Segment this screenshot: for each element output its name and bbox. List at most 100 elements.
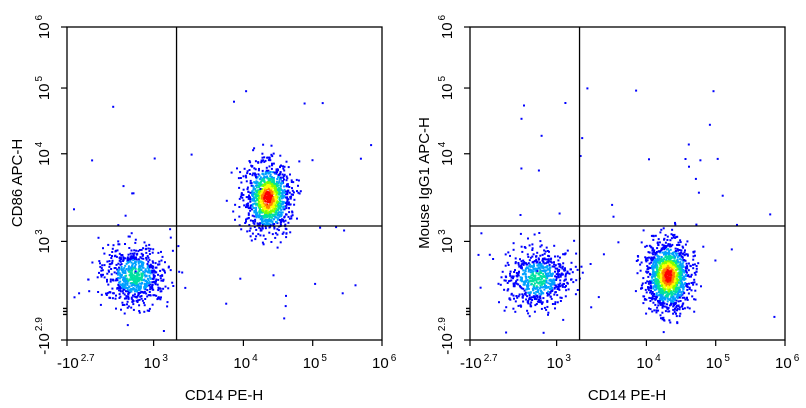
data-point [681, 285, 684, 288]
data-point [658, 268, 661, 271]
data-point [264, 190, 267, 192]
data-point [674, 256, 676, 259]
data-point [655, 288, 658, 291]
data-point [162, 330, 165, 332]
data-point [539, 289, 542, 292]
data-point [270, 175, 273, 178]
data-point [124, 264, 127, 267]
data-point [123, 277, 126, 280]
data-point [532, 288, 534, 291]
data-point [541, 253, 544, 256]
data-point [539, 299, 542, 302]
data-point [88, 290, 91, 293]
data-point [672, 290, 675, 293]
data-point [274, 199, 277, 202]
data-point [268, 231, 271, 234]
data-point [131, 192, 134, 195]
data-point [273, 171, 276, 174]
data-point [135, 258, 138, 261]
data-point [688, 288, 691, 290]
data-point [547, 261, 550, 264]
data-point [657, 243, 660, 246]
data-point [666, 307, 669, 310]
data-point [280, 215, 283, 218]
data-point [256, 191, 258, 194]
data-point [682, 302, 685, 305]
data-point [297, 179, 300, 182]
data-point [665, 281, 668, 284]
data-point [652, 238, 655, 241]
data-point [262, 215, 265, 218]
data-point [516, 273, 519, 276]
data-point [111, 251, 114, 253]
data-point [275, 168, 278, 171]
data-point [564, 295, 567, 298]
data-point [259, 176, 262, 179]
data-point [506, 261, 509, 264]
data-point [663, 302, 666, 305]
data-point [106, 272, 109, 275]
data-point [528, 259, 531, 262]
data-point [259, 227, 262, 230]
data-point [538, 299, 541, 302]
data-point [653, 251, 656, 254]
data-point [142, 270, 145, 273]
data-point [127, 297, 130, 300]
data-point [270, 191, 273, 194]
data-point [275, 193, 278, 196]
data-point [275, 183, 277, 186]
data-point [534, 287, 536, 290]
data-point [669, 297, 672, 300]
data-point [649, 291, 652, 294]
data-point [661, 302, 664, 304]
data-point [528, 298, 531, 301]
data-point [117, 273, 119, 276]
data-point [160, 259, 163, 262]
data-point [269, 159, 272, 162]
data-point [680, 277, 682, 280]
data-point [675, 306, 678, 309]
data-point [118, 297, 121, 299]
data-point [686, 298, 689, 301]
data-point [249, 173, 252, 175]
data-point [682, 252, 684, 255]
data-point [654, 234, 657, 237]
data-point [647, 287, 650, 290]
data-point [648, 256, 650, 259]
data-point [250, 208, 253, 211]
data-point [553, 281, 556, 284]
data-point [554, 270, 556, 273]
data-point [118, 293, 121, 296]
data-point [268, 217, 271, 220]
data-point [547, 268, 550, 271]
data-point [106, 260, 109, 263]
data-point [654, 298, 657, 301]
data-point [265, 197, 268, 200]
data-point [245, 196, 248, 199]
data-point [676, 309, 678, 312]
data-point [517, 283, 520, 286]
data-point [125, 297, 128, 300]
data-point [525, 262, 527, 265]
data-point [114, 297, 117, 300]
data-point [251, 174, 254, 177]
data-point [542, 285, 545, 288]
data-point [640, 287, 642, 290]
data-point [268, 179, 271, 182]
data-point [242, 199, 245, 202]
data-point [690, 289, 693, 292]
data-point [276, 185, 279, 188]
data-point [263, 198, 266, 201]
data-point [282, 195, 285, 198]
data-point [273, 202, 276, 205]
data-point [651, 252, 654, 255]
data-point [513, 284, 516, 287]
data-point [565, 289, 568, 292]
data-point [118, 281, 121, 284]
data-point [146, 266, 149, 269]
data-point [676, 322, 679, 325]
data-point [265, 210, 267, 213]
data-point [546, 250, 549, 252]
data-point [255, 213, 257, 216]
data-point [274, 189, 277, 192]
